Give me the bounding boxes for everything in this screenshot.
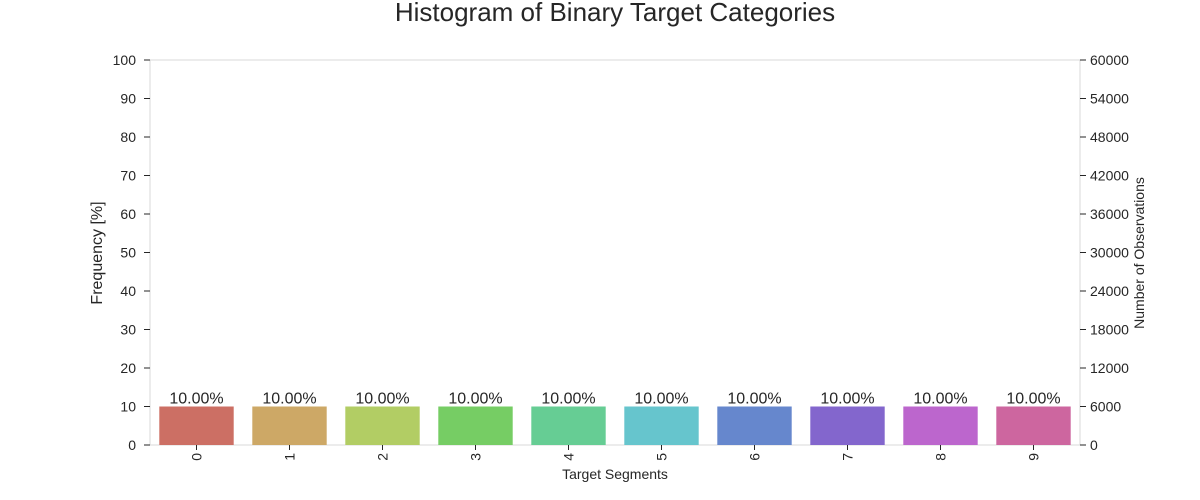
data-labels: 10.00% 10.00% 10.00% 10.00% 10.00% 10.00% 10.0…: [169, 391, 1060, 408]
x-tick-label-0: 0: [189, 453, 205, 461]
bar-8: [903, 406, 978, 445]
bar-0: [159, 406, 234, 445]
data-label-5: 10.00%: [634, 391, 688, 408]
y-tick-label: 0: [128, 437, 136, 453]
x-axis: 0 1 2 3 4 5 6 7 8 9: [189, 445, 1042, 461]
bar-4: [531, 406, 606, 445]
y2-tick-label: 12000: [1090, 360, 1129, 376]
y2-tick-label: 6000: [1090, 399, 1121, 415]
y-tick-label: 100: [113, 52, 137, 68]
y-axis-left: 0 10 20 30 40 50 60 70 80 90 100: [113, 52, 150, 453]
data-label-6: 10.00%: [727, 391, 781, 408]
data-label-3: 10.00%: [448, 391, 502, 408]
x-tick-label-7: 7: [840, 453, 856, 461]
x-tick-label-8: 8: [933, 453, 949, 461]
data-label-4: 10.00%: [541, 391, 595, 408]
y2-tick-label: 60000: [1090, 52, 1129, 68]
y2-tick-label: 54000: [1090, 91, 1129, 107]
y-tick-label: 80: [120, 129, 136, 145]
y-tick-label: 90: [120, 91, 136, 107]
bar-9: [996, 406, 1071, 445]
y2-tick-label: 18000: [1090, 322, 1129, 338]
y-tick-label: 50: [120, 245, 136, 261]
x-axis-label: Target Segments: [562, 466, 668, 482]
y2-axis-label: Number of Observations: [1131, 177, 1147, 329]
data-label-7: 10.00%: [820, 391, 874, 408]
y2-tick-label: 48000: [1090, 129, 1129, 145]
y2-tick-label: 42000: [1090, 168, 1129, 184]
y2-tick-label: 24000: [1090, 283, 1129, 299]
x-tick-label-9: 9: [1026, 453, 1042, 461]
y-tick-label: 70: [120, 168, 136, 184]
chart-title: Histogram of Binary Target Categories: [395, 0, 835, 27]
bars: [159, 406, 1071, 445]
data-label-9: 10.00%: [1006, 391, 1060, 408]
x-tick-label-4: 4: [561, 453, 577, 461]
y2-tick-label: 30000: [1090, 245, 1129, 261]
bar-7: [810, 406, 885, 445]
x-tick-label-5: 5: [654, 453, 670, 461]
y2-tick-label: 0: [1090, 437, 1098, 453]
data-label-0: 10.00%: [169, 391, 223, 408]
bar-1: [252, 406, 327, 445]
y2-tick-label: 36000: [1090, 206, 1129, 222]
y-tick-label: 60: [120, 206, 136, 222]
y-tick-label: 40: [120, 283, 136, 299]
bar-3: [438, 406, 513, 445]
y-tick-label: 20: [120, 360, 136, 376]
bar-2: [345, 406, 420, 445]
y-axis-right: 0 6000 12000 18000 24000 30000 36000 42000 48000…: [1080, 52, 1129, 453]
x-tick-label-6: 6: [747, 453, 763, 461]
plot-area: [149, 59, 1081, 446]
x-tick-label-1: 1: [282, 453, 298, 461]
data-label-8: 10.00%: [913, 391, 967, 408]
x-tick-label-3: 3: [468, 453, 484, 461]
data-label-1: 10.00%: [262, 391, 316, 408]
data-label-2: 10.00%: [355, 391, 409, 408]
bar-6: [717, 406, 792, 445]
y-tick-label: 30: [120, 322, 136, 338]
y-tick-label: 10: [120, 399, 136, 415]
y-axis-label: Frequency [%]: [89, 201, 106, 304]
bar-5: [624, 406, 699, 445]
plot-frame: [149, 59, 1081, 446]
x-tick-label-2: 2: [375, 453, 391, 461]
